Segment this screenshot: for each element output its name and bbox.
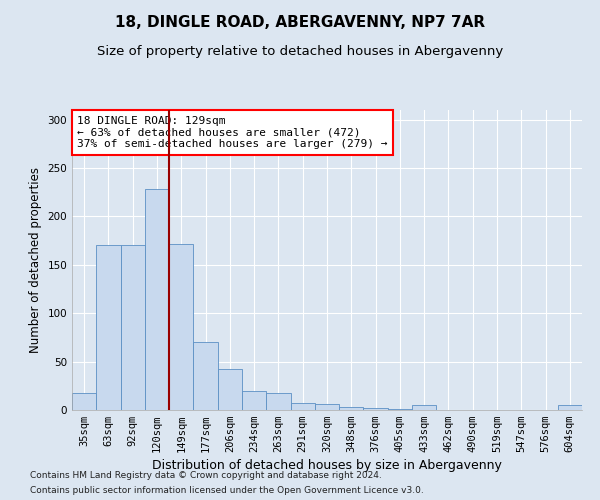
Text: Contains HM Land Registry data © Crown copyright and database right 2024.: Contains HM Land Registry data © Crown c… (30, 471, 382, 480)
Bar (218, 370, 242, 410)
Text: Size of property relative to detached houses in Abergavenny: Size of property relative to detached ho… (97, 45, 503, 58)
Bar (315, 404, 339, 410)
Bar (266, 392, 290, 410)
Y-axis label: Number of detached properties: Number of detached properties (29, 167, 42, 353)
Bar (169, 244, 193, 410)
Bar (193, 342, 218, 410)
Bar (290, 403, 315, 410)
X-axis label: Distribution of detached houses by size in Abergavenny: Distribution of detached houses by size … (152, 460, 502, 472)
Bar (96, 246, 121, 410)
Text: 18 DINGLE ROAD: 129sqm
← 63% of detached houses are smaller (472)
37% of semi-de: 18 DINGLE ROAD: 129sqm ← 63% of detached… (77, 116, 388, 149)
Text: Contains public sector information licensed under the Open Government Licence v3: Contains public sector information licen… (30, 486, 424, 495)
Bar (558, 405, 582, 410)
Bar (242, 390, 266, 410)
Bar (121, 246, 145, 410)
Bar (364, 408, 388, 410)
Text: 18, DINGLE ROAD, ABERGAVENNY, NP7 7AR: 18, DINGLE ROAD, ABERGAVENNY, NP7 7AR (115, 15, 485, 30)
Bar (145, 190, 169, 410)
Bar (412, 405, 436, 410)
Bar (72, 392, 96, 410)
Bar (339, 407, 364, 410)
Bar (388, 409, 412, 410)
